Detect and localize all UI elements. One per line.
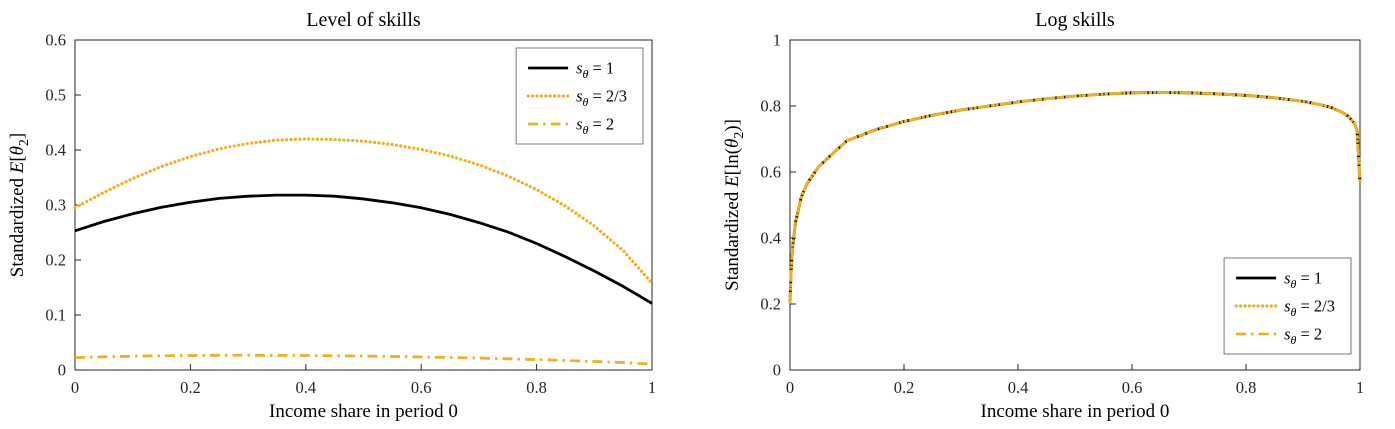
x-tick-label: 0.6	[411, 378, 432, 397]
legend-label: sθ = 1	[576, 59, 614, 81]
x-axis-label: Income share in period 0	[269, 401, 458, 422]
y-tick-label: 0.8	[760, 97, 781, 116]
x-tick-label: 0.8	[526, 378, 547, 397]
y-tick-label: 0.1	[45, 306, 66, 325]
legend: sθ = 1 sθ = 2/3 sθ = 2	[1223, 257, 1352, 355]
y-axis-label: Standardized E[θ2]	[7, 133, 31, 277]
x-tick-label: 1	[648, 378, 656, 397]
series-line-2	[788, 91, 1362, 303]
x-tick-label: 0.4	[295, 378, 316, 397]
x-tick-label: 0.6	[1122, 378, 1143, 397]
y-tick-label: 0.6	[760, 163, 781, 182]
chart-title: Level of skills	[306, 9, 421, 31]
series-line-0	[74, 193, 653, 305]
y-tick-label: 0.4	[45, 141, 66, 160]
x-tick-label: 0	[786, 378, 794, 397]
x-tick-label: 1	[1356, 378, 1364, 397]
series-line-1	[73, 137, 654, 285]
y-tick-label: 0.6	[45, 31, 66, 50]
x-tick-label: 0.2	[894, 378, 915, 397]
legend-label: sθ = 2/3	[1284, 297, 1335, 319]
legend-label: sθ = 2	[576, 115, 614, 137]
legend: sθ = 1 sθ = 2/3 sθ = 2	[515, 47, 644, 145]
y-tick-label: 0.3	[45, 196, 66, 215]
y-tick-label: 0.5	[45, 86, 66, 105]
chart-level-of-skills: 0 0.2 0.4 0.6 0.8 1 0 0.1 0.2 0.3 0.4 0.5 0.6 Level o…	[0, 0, 660, 429]
x-tick-label: 0	[71, 378, 79, 397]
axes-frame	[789, 39, 1361, 371]
legend-label: sθ = 2/3	[576, 87, 627, 109]
y-tick-label: 0	[773, 361, 781, 380]
chart-title: Log skills	[1035, 9, 1115, 31]
legend-label: sθ = 1	[1284, 269, 1322, 291]
y-tick-label: 1	[773, 31, 781, 50]
y-tick-label: 0.2	[760, 295, 781, 314]
x-tick-label: 0.4	[1008, 378, 1029, 397]
series-line-2	[74, 353, 653, 366]
chart-log-skills: 0 0.2 0.4 0.6 0.8 1 0 0.2 0.4 0.6 0.8 1 Log skills In…	[660, 0, 1395, 429]
legend-label: sθ = 2	[1284, 325, 1322, 347]
y-tick-label: 0.2	[45, 251, 66, 270]
y-tick-label: 0	[58, 361, 66, 380]
y-tick-label: 0.4	[760, 229, 781, 248]
x-axis-label: Income share in period 0	[981, 401, 1170, 422]
y-axis-label: Standardized E[ln(θ2)]	[722, 119, 746, 291]
x-tick-label: 0.8	[1236, 378, 1257, 397]
x-tick-label: 0.2	[180, 378, 201, 397]
